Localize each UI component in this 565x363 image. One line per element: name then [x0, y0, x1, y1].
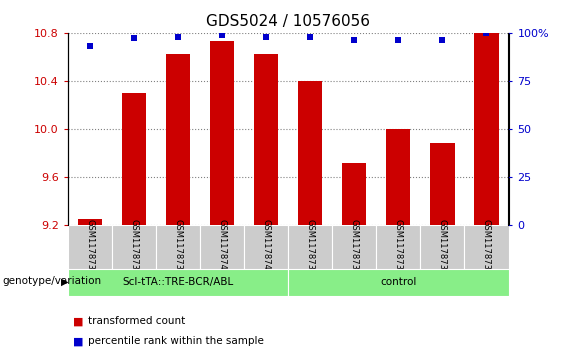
- Bar: [376, 225, 420, 269]
- Bar: [332, 225, 376, 269]
- Text: control: control: [380, 277, 416, 287]
- Text: GSM1178740: GSM1178740: [218, 219, 227, 275]
- Text: percentile rank within the sample: percentile rank within the sample: [88, 336, 263, 346]
- Bar: [386, 129, 410, 225]
- Bar: [288, 269, 508, 296]
- Bar: [210, 41, 234, 225]
- Bar: [166, 54, 190, 225]
- Bar: [68, 269, 288, 296]
- Point: [350, 37, 359, 43]
- Text: genotype/variation: genotype/variation: [3, 276, 102, 286]
- Point: [482, 30, 491, 36]
- Text: GSM1178738: GSM1178738: [129, 219, 138, 275]
- Bar: [475, 33, 498, 225]
- Point: [394, 37, 403, 43]
- Point: [173, 34, 182, 40]
- Text: Scl-tTA::TRE-BCR/ABL: Scl-tTA::TRE-BCR/ABL: [123, 277, 233, 287]
- Text: GSM1178735: GSM1178735: [438, 219, 447, 275]
- Bar: [464, 225, 508, 269]
- Text: GSM1178732: GSM1178732: [306, 219, 315, 275]
- Point: [218, 32, 227, 37]
- Text: ■: ■: [73, 316, 84, 326]
- Bar: [420, 225, 464, 269]
- Point: [85, 43, 94, 49]
- Text: ■: ■: [73, 336, 84, 346]
- Text: GSM1178734: GSM1178734: [394, 219, 403, 275]
- Text: transformed count: transformed count: [88, 316, 185, 326]
- Bar: [156, 225, 200, 269]
- Text: GSM1178739: GSM1178739: [173, 219, 182, 275]
- Text: GSM1178736: GSM1178736: [482, 219, 491, 275]
- Point: [306, 34, 315, 40]
- Text: ▶: ▶: [61, 276, 68, 286]
- Bar: [68, 225, 112, 269]
- Bar: [298, 81, 322, 225]
- Bar: [200, 225, 244, 269]
- Point: [262, 34, 271, 40]
- Bar: [112, 225, 156, 269]
- Bar: [244, 225, 288, 269]
- Point: [438, 37, 447, 43]
- Text: GSM1178733: GSM1178733: [350, 219, 359, 275]
- Bar: [254, 54, 278, 225]
- Bar: [342, 163, 366, 225]
- Bar: [78, 219, 102, 225]
- Bar: [431, 143, 454, 225]
- Title: GDS5024 / 10576056: GDS5024 / 10576056: [206, 14, 370, 29]
- Bar: [288, 225, 332, 269]
- Point: [129, 36, 138, 41]
- Bar: [122, 93, 146, 225]
- Text: GSM1178737: GSM1178737: [85, 219, 94, 275]
- Text: GSM1178741: GSM1178741: [262, 219, 271, 275]
